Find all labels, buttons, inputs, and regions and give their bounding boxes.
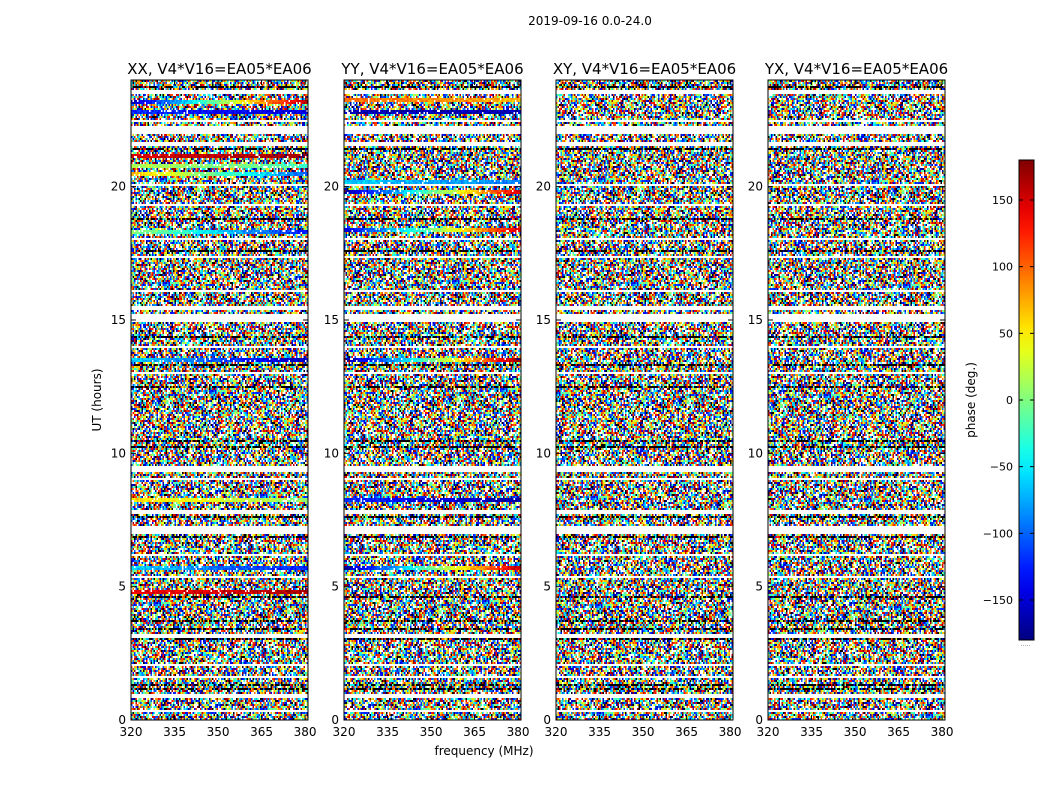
x-tick-label: 350	[207, 725, 230, 739]
axes-frame	[555, 79, 734, 721]
colorbar-gradient	[1019, 160, 1034, 640]
y-tick-label: 20	[324, 180, 339, 194]
y-tick-label: 20	[536, 180, 551, 194]
colorbar-tick-label: −50	[990, 461, 1013, 474]
x-tick-label: 380	[931, 725, 954, 739]
y-axis-label: UT (hours)	[90, 368, 104, 431]
x-tick-label: 380	[294, 725, 317, 739]
colorbar-tick-label: −150	[983, 594, 1013, 607]
x-tick-label: 335	[163, 725, 186, 739]
y-tick-label: 15	[111, 313, 126, 327]
y-tick-label: 10	[111, 446, 126, 460]
x-tick-label: 380	[719, 725, 742, 739]
x-tick-label: 365	[463, 725, 486, 739]
colorbar-tick-label: 50	[999, 327, 1013, 340]
axes-frame	[130, 79, 309, 721]
colorbar-tick-label: −100	[983, 527, 1013, 540]
y-tick-label: 0	[755, 713, 763, 727]
x-tick-label: 335	[588, 725, 611, 739]
y-tick-label: 15	[536, 313, 551, 327]
x-tick-label: 380	[507, 725, 530, 739]
x-tick-label: 320	[333, 725, 356, 739]
x-tick-label: 350	[420, 725, 443, 739]
y-tick-label: 5	[331, 580, 339, 594]
x-tick-label: 320	[757, 725, 780, 739]
phase-heatmap-yx	[768, 80, 945, 720]
colorbar-tick-label: 100	[992, 261, 1013, 274]
x-tick-label: 365	[675, 725, 698, 739]
x-tick-label: 365	[887, 725, 910, 739]
phase-heatmap-xy	[556, 80, 733, 720]
axes-frame	[767, 79, 946, 721]
axis-labels: frequency (MHz) UT (hours)	[90, 368, 534, 758]
y-tick-label: 5	[543, 580, 551, 594]
x-tick-label: 320	[120, 725, 143, 739]
colorbar-label: phase (deg.)	[964, 362, 978, 438]
x-tick-label: 365	[250, 725, 273, 739]
y-tick-label: 0	[118, 713, 126, 727]
panel-xx: XX, V4*V16=EA05*EA06 320 335 350 365 380 0 5 10 1…	[111, 60, 317, 739]
phase-heatmap-xx	[131, 80, 308, 720]
x-tick-label: 350	[632, 725, 655, 739]
panel-yx: YX, V4*V16=EA05*EA06 320 335 350 365 380 0 5 10 1…	[748, 60, 954, 739]
panels: XX, V4*V16=EA05*EA06 320 335 350 365 380 0 5 10 1…	[111, 60, 954, 739]
colorbar-footer: .....	[1021, 641, 1031, 648]
x-axis-label: frequency (MHz)	[434, 744, 533, 758]
colorbar: 150 100 50 0 −50 −100 −150 phase (deg.).....	[964, 159, 1035, 648]
x-tick-label: 350	[844, 725, 867, 739]
colorbar-tick-label: 0	[1006, 394, 1013, 407]
panel-title: XX, V4*V16=EA05*EA06	[127, 60, 311, 78]
figure-title: 2019-09-16 0.0-24.0	[528, 14, 652, 28]
y-tick-label: 10	[536, 446, 551, 460]
phase-heatmap-yy	[344, 80, 521, 720]
y-tick-label: 20	[111, 180, 126, 194]
y-tick-label: 5	[755, 580, 763, 594]
axes-frame	[343, 79, 522, 721]
x-tick-label: 320	[545, 725, 568, 739]
y-tick-label: 0	[331, 713, 339, 727]
y-tick-label: 10	[748, 446, 763, 460]
panel-title: YY, V4*V16=EA05*EA06	[340, 60, 523, 78]
y-tick-label: 15	[324, 313, 339, 327]
panel-yy: YY, V4*V16=EA05*EA06 320 335 350 365 380 0 5 10 1…	[324, 60, 530, 739]
y-tick-label: 20	[748, 180, 763, 194]
y-tick-label: 15	[748, 313, 763, 327]
panel-title: YX, V4*V16=EA05*EA06	[764, 60, 948, 78]
colorbar-tick-label: 150	[992, 194, 1013, 207]
x-tick-label: 335	[376, 725, 399, 739]
x-tick-label: 335	[800, 725, 823, 739]
y-tick-label: 10	[324, 446, 339, 460]
panel-xy: XY, V4*V16=EA05*EA06 320 335 350 365 380 0 5 10 1…	[536, 60, 742, 739]
y-tick-label: 0	[543, 713, 551, 727]
y-tick-label: 5	[118, 580, 126, 594]
panel-title: XY, V4*V16=EA05*EA06	[553, 60, 736, 78]
